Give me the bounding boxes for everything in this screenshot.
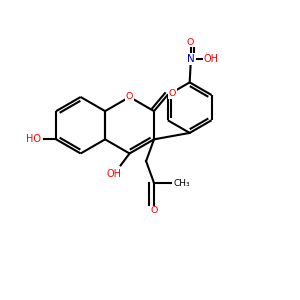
Text: O: O bbox=[126, 92, 133, 101]
Text: N: N bbox=[187, 54, 194, 64]
Text: O: O bbox=[169, 89, 176, 98]
Text: O: O bbox=[150, 206, 158, 215]
Text: OH: OH bbox=[106, 169, 121, 179]
Text: OH: OH bbox=[204, 54, 219, 64]
Text: CH₃: CH₃ bbox=[174, 179, 190, 188]
Text: HO: HO bbox=[26, 134, 41, 144]
Text: O: O bbox=[187, 38, 194, 47]
